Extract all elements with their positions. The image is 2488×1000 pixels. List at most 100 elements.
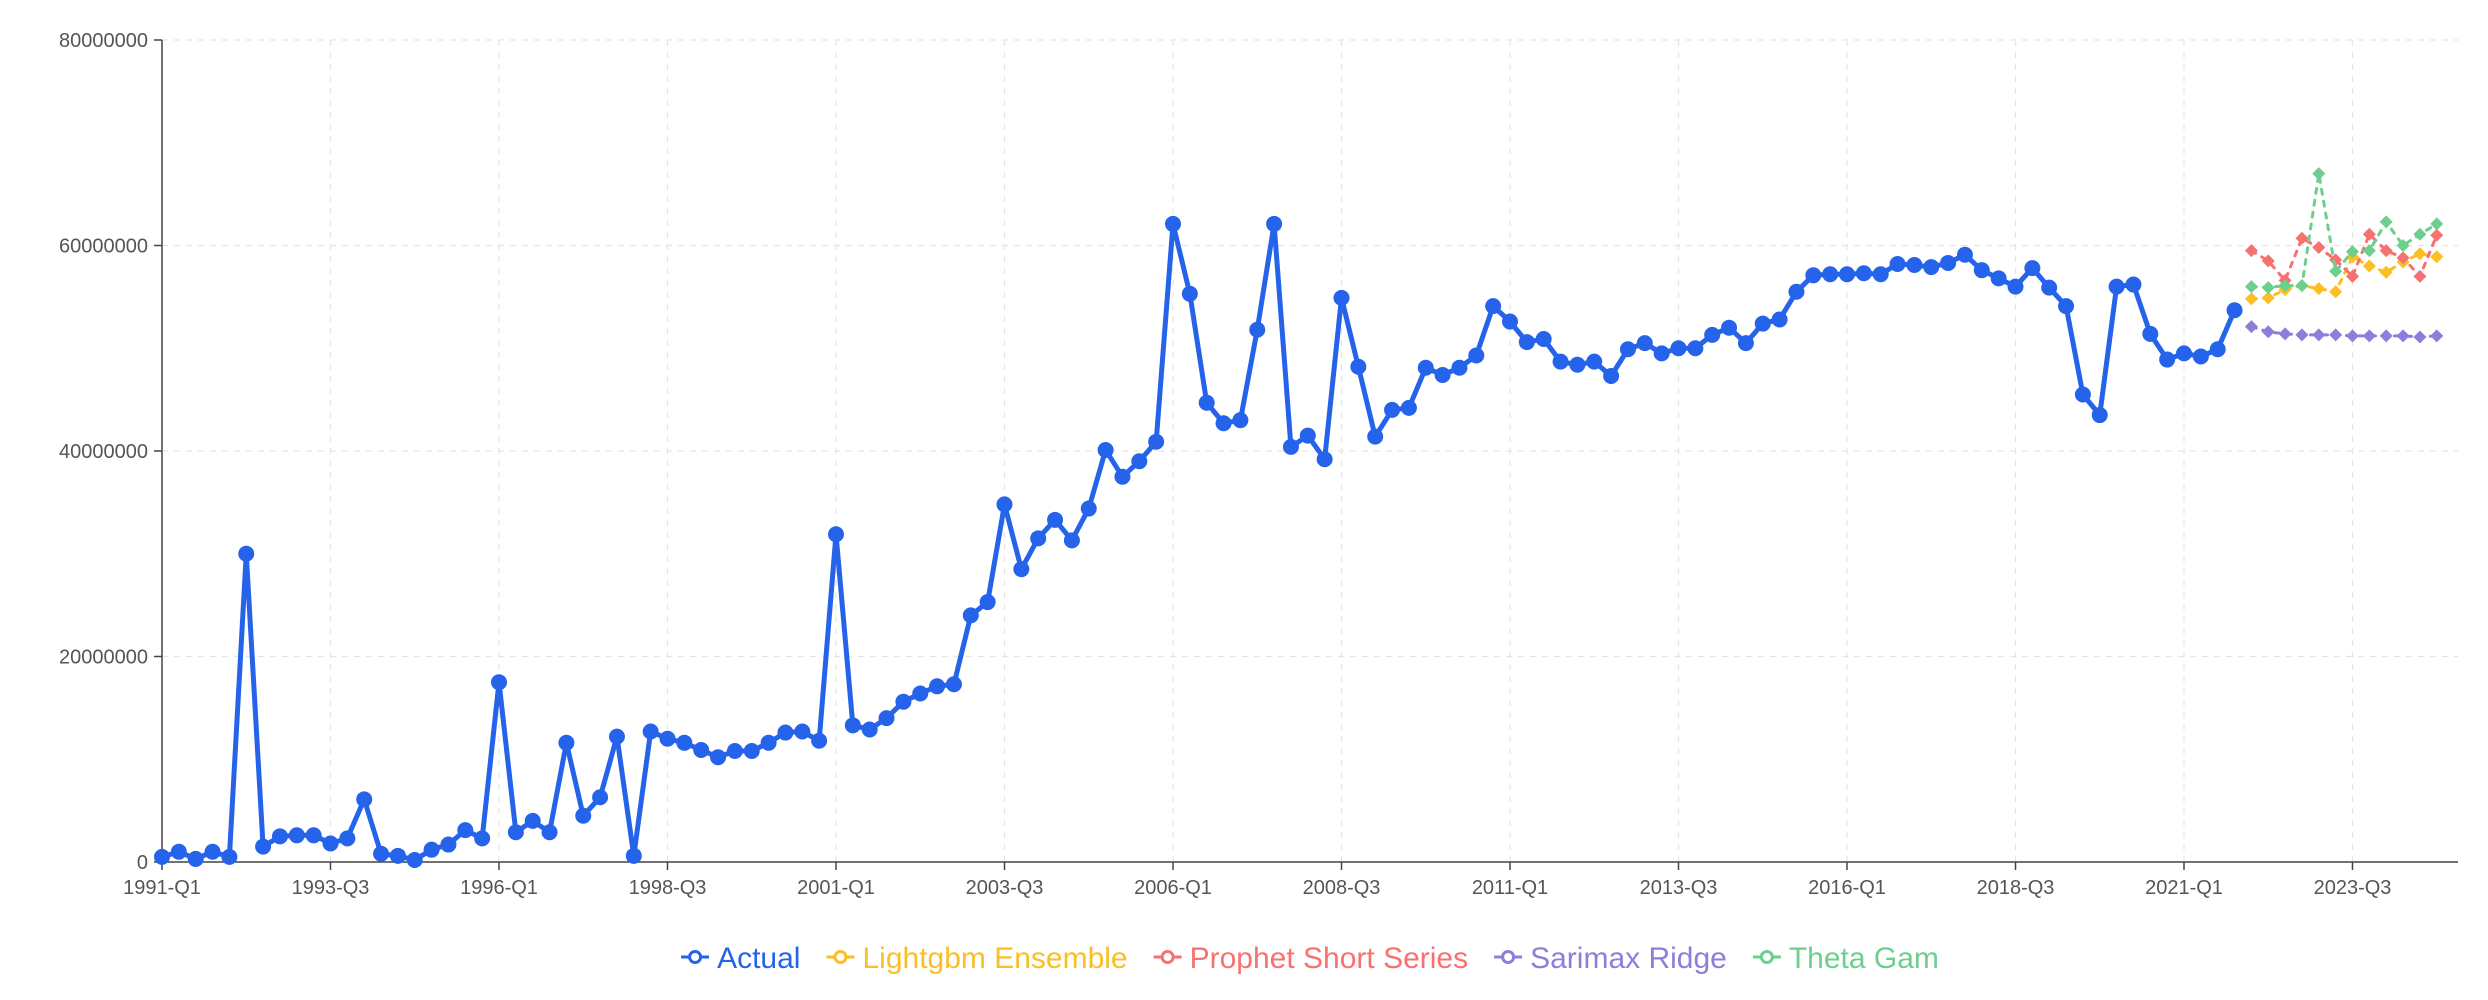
data-point[interactable] xyxy=(2396,251,2410,265)
data-point[interactable] xyxy=(541,824,558,841)
data-point[interactable] xyxy=(2362,244,2376,258)
data-point[interactable] xyxy=(440,836,457,853)
data-point[interactable] xyxy=(2430,250,2444,264)
data-point[interactable] xyxy=(2058,298,2075,315)
data-point[interactable] xyxy=(1940,254,1957,271)
data-point[interactable] xyxy=(457,822,474,839)
data-point[interactable] xyxy=(1906,257,1923,274)
data-point[interactable] xyxy=(861,721,878,738)
data-point[interactable] xyxy=(204,843,221,860)
data-point[interactable] xyxy=(811,732,828,749)
data-point[interactable] xyxy=(743,743,760,760)
data-point[interactable] xyxy=(2041,279,2058,296)
data-point[interactable] xyxy=(2379,329,2393,343)
data-point[interactable] xyxy=(2329,253,2343,267)
data-point[interactable] xyxy=(1417,359,1434,376)
data-point[interactable] xyxy=(1266,215,1283,232)
data-point[interactable] xyxy=(2312,241,2326,255)
data-point[interactable] xyxy=(1552,353,1569,370)
data-point[interactable] xyxy=(2244,292,2258,306)
data-point[interactable] xyxy=(491,674,507,691)
data-point[interactable] xyxy=(1198,394,1215,411)
data-point[interactable] xyxy=(1923,259,1940,276)
data-point[interactable] xyxy=(1687,340,1704,357)
data-point[interactable] xyxy=(2379,215,2393,229)
data-point[interactable] xyxy=(1299,427,1316,444)
data-point[interactable] xyxy=(2413,247,2427,261)
data-point[interactable] xyxy=(710,749,727,766)
data-point[interactable] xyxy=(1451,359,1468,376)
data-point[interactable] xyxy=(794,723,811,740)
data-point[interactable] xyxy=(2244,244,2258,258)
data-point[interactable] xyxy=(726,743,743,760)
data-point[interactable] xyxy=(2346,269,2359,283)
data-point[interactable] xyxy=(1097,441,1114,458)
data-point[interactable] xyxy=(1047,511,1064,528)
data-point[interactable] xyxy=(1367,428,1384,445)
data-point[interactable] xyxy=(1822,266,1839,283)
data-point[interactable] xyxy=(2312,328,2326,342)
data-point[interactable] xyxy=(962,607,979,624)
data-point[interactable] xyxy=(2430,228,2444,242)
data-point[interactable] xyxy=(1333,289,1350,306)
data-point[interactable] xyxy=(322,835,339,852)
data-point[interactable] xyxy=(2430,329,2444,343)
data-point[interactable] xyxy=(2209,341,2226,358)
data-point[interactable] xyxy=(895,693,912,710)
data-point[interactable] xyxy=(1721,319,1738,336)
data-point[interactable] xyxy=(2346,329,2359,343)
data-point[interactable] xyxy=(1805,267,1822,284)
data-point[interactable] xyxy=(406,851,423,868)
data-point[interactable] xyxy=(2312,167,2326,181)
data-point[interactable] xyxy=(154,848,170,865)
data-point[interactable] xyxy=(1586,353,1603,370)
legend-item-lightgbm-ensemble[interactable]: Lightgbm Ensemble xyxy=(826,942,1128,975)
data-point[interactable] xyxy=(659,730,676,747)
data-point[interactable] xyxy=(1013,561,1030,578)
data-point[interactable] xyxy=(170,843,187,860)
legend-item-theta-gam[interactable]: Theta Gam xyxy=(1752,942,1939,975)
data-point[interactable] xyxy=(1603,367,1620,384)
data-point[interactable] xyxy=(2295,279,2309,293)
data-point[interactable] xyxy=(356,791,373,808)
data-point[interactable] xyxy=(2244,320,2258,334)
data-point[interactable] xyxy=(187,850,204,867)
data-point[interactable] xyxy=(2108,278,2125,295)
data-point[interactable] xyxy=(2396,329,2410,343)
data-point[interactable] xyxy=(2261,291,2275,305)
data-point[interactable] xyxy=(1636,335,1653,352)
data-point[interactable] xyxy=(1165,215,1181,232)
data-point[interactable] xyxy=(912,685,929,702)
data-point[interactable] xyxy=(474,830,491,847)
data-point[interactable] xyxy=(305,827,322,844)
legend-item-prophet-short-series[interactable]: Prophet Short Series xyxy=(1153,942,1468,975)
data-point[interactable] xyxy=(2278,327,2292,341)
data-point[interactable] xyxy=(1350,358,1367,375)
data-point[interactable] xyxy=(2125,276,2142,293)
data-point[interactable] xyxy=(2379,265,2393,279)
data-point[interactable] xyxy=(1232,412,1249,429)
data-point[interactable] xyxy=(2379,244,2393,258)
data-point[interactable] xyxy=(2244,280,2258,294)
data-point[interactable] xyxy=(1215,415,1232,432)
data-point[interactable] xyxy=(2278,279,2292,293)
data-point[interactable] xyxy=(558,734,575,751)
data-point[interactable] xyxy=(1653,345,1670,362)
data-point[interactable] xyxy=(1518,334,1535,351)
data-point[interactable] xyxy=(1502,313,1518,330)
data-point[interactable] xyxy=(1670,340,1687,357)
data-point[interactable] xyxy=(2142,325,2159,342)
data-point[interactable] xyxy=(238,545,255,562)
data-point[interactable] xyxy=(2413,227,2427,241)
data-point[interactable] xyxy=(575,807,592,824)
data-point[interactable] xyxy=(1839,266,1855,283)
data-point[interactable] xyxy=(2430,217,2444,231)
data-point[interactable] xyxy=(1114,468,1131,485)
legend-item-sarimax-ridge[interactable]: Sarimax Ridge xyxy=(1494,942,1727,975)
data-point[interactable] xyxy=(1249,321,1266,338)
data-point[interactable] xyxy=(1855,265,1872,282)
data-point[interactable] xyxy=(1973,262,1990,279)
data-point[interactable] xyxy=(979,594,996,611)
data-point[interactable] xyxy=(2295,328,2309,342)
data-point[interactable] xyxy=(592,789,609,806)
